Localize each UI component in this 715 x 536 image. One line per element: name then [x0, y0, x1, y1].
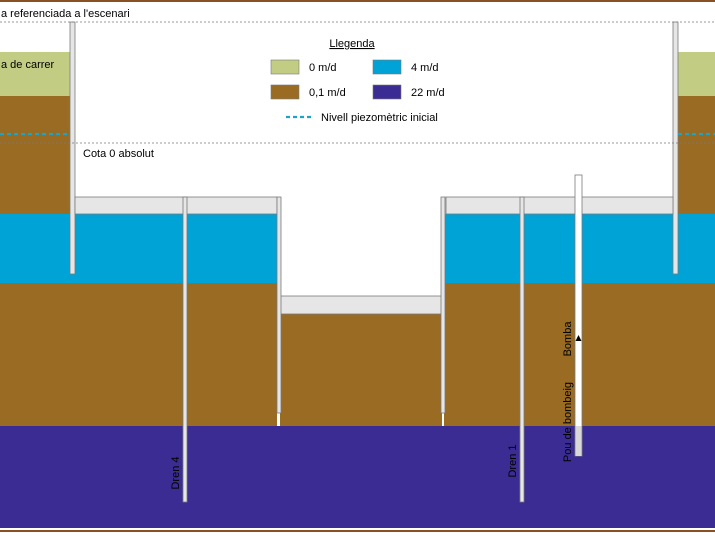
slab-right: [445, 196, 674, 215]
top-reference-label: a referenciada a l'escenari: [1, 8, 130, 20]
legend-swatch-1: [372, 59, 402, 75]
layer-aquitard-center: [280, 314, 442, 426]
legend-swatch-3: [372, 84, 402, 100]
pump-well-screen: [575, 426, 582, 456]
perimeter-wall-right: [672, 21, 679, 275]
legend-label-1: 4 m/d: [411, 62, 439, 74]
inner-wall-left: [276, 196, 282, 414]
zero-level-label: Cota 0 absolut: [83, 148, 154, 160]
legend: Llegenda 0 m/d 4 m/d 0,1 m/d 22 m/d Nive…: [270, 38, 445, 124]
slab-center: [279, 295, 443, 315]
pump-label: Bomba: [562, 321, 574, 357]
layer-street-fill-right: [678, 52, 715, 96]
inner-wall-right: [440, 196, 446, 414]
legend-title: Llegenda: [329, 38, 375, 50]
layer-deep-aquifer: [0, 426, 715, 528]
perimeter-wall-left: [69, 21, 76, 275]
pump-well-label: Pou de bombeig: [562, 382, 574, 462]
layer-street-fill-left: [0, 52, 70, 96]
legend-label-2: 0,1 m/d: [309, 87, 346, 99]
pump-well-pipe: [574, 174, 583, 457]
drain-1-pipe: [519, 196, 525, 503]
layer-upper-clay-right: [678, 96, 715, 216]
legend-swatch-0: [270, 59, 300, 75]
drain-1-label: Dren 1: [507, 444, 519, 477]
legend-label-3: 22 m/d: [411, 87, 445, 99]
legend-piezometric-label: Nivell piezomètric inicial: [321, 112, 438, 124]
pump-icon: [575, 335, 582, 341]
layer-aquifer-4-left: [0, 214, 277, 284]
layer-aquitard-left: [0, 283, 277, 426]
legend-swatch-2: [270, 84, 300, 100]
layer-upper-clay-left: [0, 96, 70, 216]
street-level-label: a de carrer: [1, 59, 55, 71]
slab-left: [74, 196, 278, 215]
drain-4-pipe: [182, 196, 188, 503]
legend-label-0: 0 m/d: [309, 62, 337, 74]
drain-4-label: Dren 4: [170, 456, 182, 489]
